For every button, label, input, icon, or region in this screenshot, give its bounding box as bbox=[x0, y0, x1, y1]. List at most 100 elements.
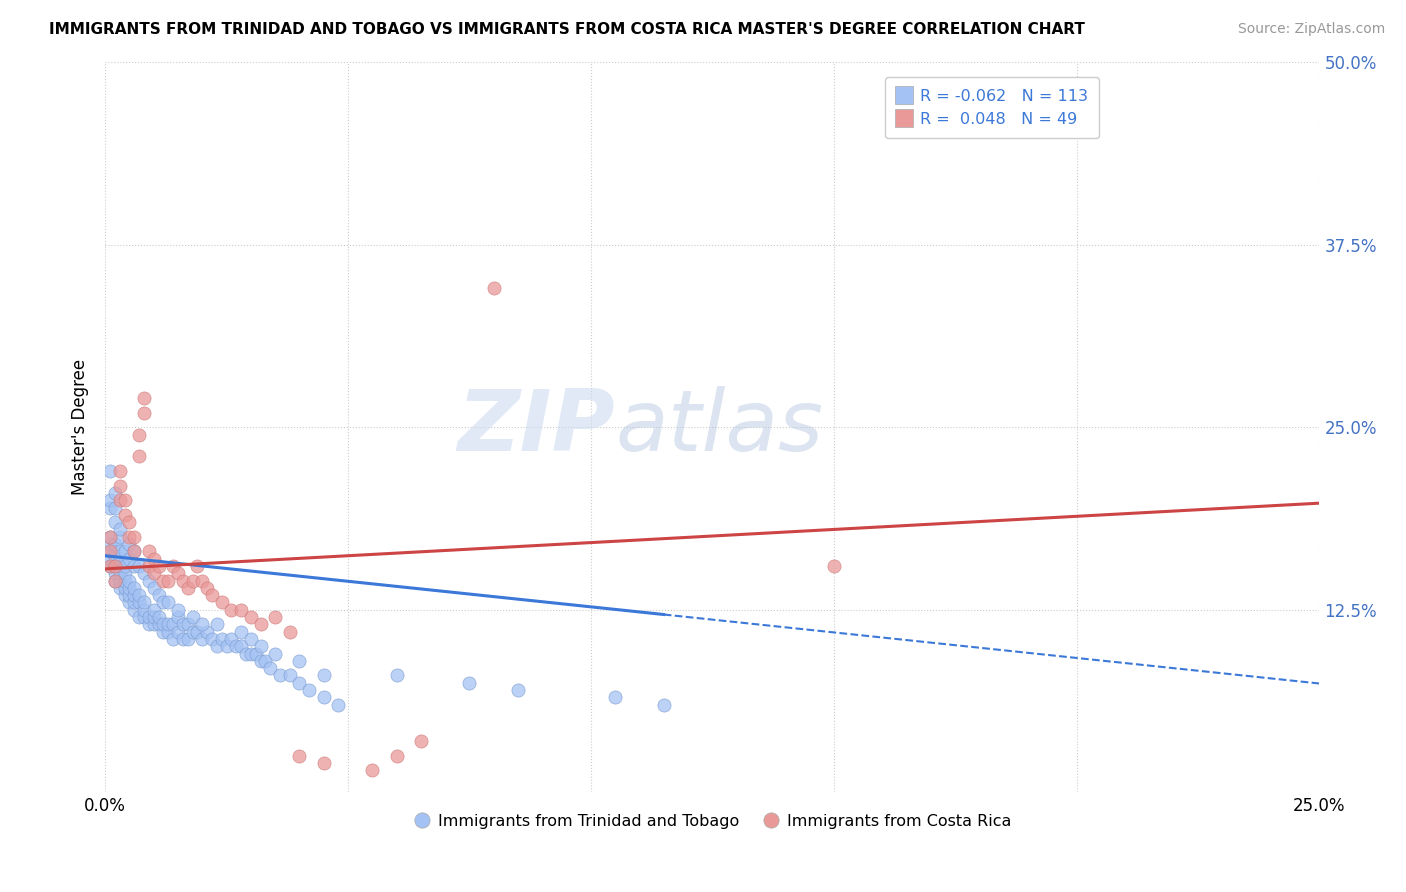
Point bbox=[142, 603, 165, 617]
Point bbox=[148, 617, 170, 632]
Point bbox=[104, 551, 127, 566]
Y-axis label: Master's Degree: Master's Degree bbox=[72, 359, 89, 495]
Point bbox=[152, 595, 174, 609]
Point bbox=[221, 603, 243, 617]
Point bbox=[128, 610, 150, 624]
Point bbox=[249, 654, 271, 668]
Point bbox=[142, 610, 165, 624]
Point bbox=[124, 558, 146, 573]
Point bbox=[195, 624, 218, 639]
Point bbox=[104, 558, 127, 573]
Point bbox=[231, 624, 253, 639]
Point bbox=[177, 632, 200, 646]
Point bbox=[167, 603, 190, 617]
Point bbox=[104, 574, 127, 588]
Point bbox=[108, 464, 131, 478]
Point bbox=[205, 617, 228, 632]
Point bbox=[259, 661, 281, 675]
Point bbox=[98, 537, 121, 551]
Point bbox=[239, 610, 262, 624]
Point bbox=[98, 530, 121, 544]
Point bbox=[98, 493, 121, 508]
Point bbox=[162, 617, 184, 632]
Point bbox=[298, 683, 321, 698]
Point bbox=[605, 690, 627, 705]
Point bbox=[138, 610, 160, 624]
Point bbox=[152, 574, 174, 588]
Point bbox=[186, 624, 208, 639]
Point bbox=[181, 610, 204, 624]
Point bbox=[138, 544, 160, 558]
Point bbox=[215, 640, 238, 654]
Point bbox=[98, 551, 121, 566]
Point bbox=[104, 574, 127, 588]
Point bbox=[104, 537, 127, 551]
Point bbox=[132, 610, 155, 624]
Point bbox=[114, 558, 136, 573]
Point bbox=[142, 551, 165, 566]
Point bbox=[118, 530, 141, 544]
Point bbox=[98, 530, 121, 544]
Point bbox=[652, 698, 675, 712]
Point bbox=[191, 574, 214, 588]
Point bbox=[118, 595, 141, 609]
Point bbox=[124, 588, 146, 602]
Point bbox=[191, 632, 214, 646]
Point bbox=[138, 574, 160, 588]
Point bbox=[98, 558, 121, 573]
Point bbox=[114, 493, 136, 508]
Point bbox=[138, 558, 160, 573]
Point bbox=[132, 603, 155, 617]
Point bbox=[114, 574, 136, 588]
Point bbox=[249, 617, 271, 632]
Point bbox=[162, 558, 184, 573]
Point bbox=[167, 566, 190, 581]
Point bbox=[458, 675, 481, 690]
Point bbox=[128, 588, 150, 602]
Point bbox=[104, 566, 127, 581]
Point bbox=[157, 624, 180, 639]
Point bbox=[108, 551, 131, 566]
Point bbox=[172, 617, 194, 632]
Point bbox=[142, 581, 165, 595]
Point bbox=[288, 748, 311, 763]
Point bbox=[172, 574, 194, 588]
Text: ZIP: ZIP bbox=[457, 385, 616, 468]
Point bbox=[108, 574, 131, 588]
Point bbox=[114, 544, 136, 558]
Point bbox=[328, 698, 350, 712]
Point bbox=[138, 617, 160, 632]
Legend: Immigrants from Trinidad and Tobago, Immigrants from Costa Rica: Immigrants from Trinidad and Tobago, Imm… bbox=[408, 807, 1018, 836]
Point bbox=[128, 595, 150, 609]
Point bbox=[312, 690, 335, 705]
Point bbox=[118, 551, 141, 566]
Point bbox=[231, 603, 253, 617]
Point bbox=[312, 756, 335, 770]
Point bbox=[288, 654, 311, 668]
Point bbox=[288, 675, 311, 690]
Point bbox=[114, 588, 136, 602]
Point bbox=[124, 544, 146, 558]
Point bbox=[211, 595, 233, 609]
Point bbox=[167, 610, 190, 624]
Point bbox=[132, 566, 155, 581]
Point bbox=[235, 647, 257, 661]
Point bbox=[181, 574, 204, 588]
Point bbox=[142, 566, 165, 581]
Point bbox=[124, 603, 146, 617]
Point bbox=[132, 406, 155, 420]
Point bbox=[172, 632, 194, 646]
Point bbox=[278, 668, 301, 682]
Point bbox=[195, 581, 218, 595]
Point bbox=[231, 640, 253, 654]
Point bbox=[177, 581, 200, 595]
Point bbox=[167, 624, 190, 639]
Point bbox=[482, 281, 505, 295]
Point bbox=[114, 566, 136, 581]
Point bbox=[108, 581, 131, 595]
Point bbox=[108, 523, 131, 537]
Point bbox=[264, 647, 287, 661]
Point bbox=[124, 581, 146, 595]
Point bbox=[104, 486, 127, 500]
Point bbox=[118, 537, 141, 551]
